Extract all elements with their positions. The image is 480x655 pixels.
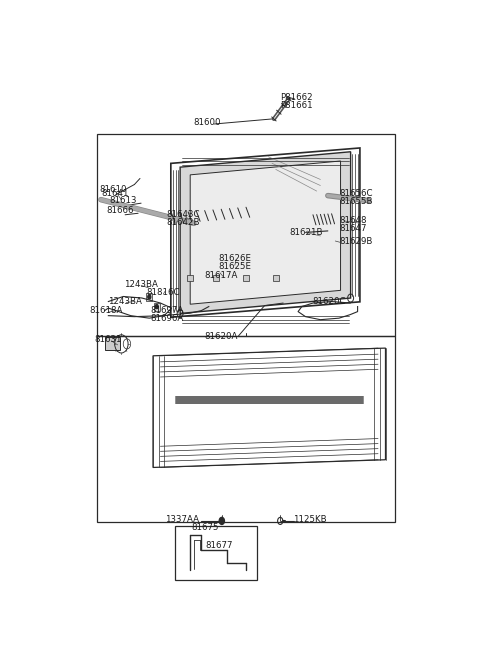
Text: 1337AA: 1337AA bbox=[165, 515, 199, 524]
Text: 81629B: 81629B bbox=[340, 237, 373, 246]
Text: 81675: 81675 bbox=[191, 523, 218, 532]
Text: 1243BA: 1243BA bbox=[108, 297, 142, 306]
Text: 81696A: 81696A bbox=[150, 314, 183, 323]
PathPatch shape bbox=[180, 152, 350, 314]
Text: 81816C: 81816C bbox=[146, 288, 180, 297]
Text: 81620C: 81620C bbox=[312, 297, 346, 306]
Bar bbox=[105, 337, 120, 350]
Circle shape bbox=[148, 295, 151, 299]
Bar bbox=[243, 275, 249, 282]
Text: 81656C: 81656C bbox=[340, 189, 373, 198]
Text: 81625E: 81625E bbox=[219, 262, 252, 271]
Text: 81655B: 81655B bbox=[340, 196, 373, 206]
Text: 81647: 81647 bbox=[340, 225, 367, 233]
Text: 81666: 81666 bbox=[107, 206, 134, 215]
Bar bbox=[273, 275, 279, 282]
Text: 81618A: 81618A bbox=[89, 306, 123, 315]
Text: 81642B: 81642B bbox=[167, 218, 200, 227]
Text: 81620A: 81620A bbox=[204, 332, 238, 341]
Text: 81643C: 81643C bbox=[167, 210, 200, 219]
Text: 81626E: 81626E bbox=[219, 254, 252, 263]
Text: 1125KB: 1125KB bbox=[293, 515, 327, 524]
PathPatch shape bbox=[190, 161, 340, 304]
Bar bbox=[213, 275, 219, 282]
Bar bbox=[187, 275, 193, 282]
Text: 1243BA: 1243BA bbox=[124, 280, 158, 289]
Text: P81661: P81661 bbox=[280, 101, 313, 110]
Circle shape bbox=[155, 305, 158, 309]
Bar bbox=[146, 293, 152, 301]
Bar bbox=[154, 303, 160, 310]
Text: 81600: 81600 bbox=[193, 118, 221, 127]
Text: 81610: 81610 bbox=[99, 185, 127, 194]
Text: 81621B: 81621B bbox=[289, 228, 323, 237]
Text: 81617A: 81617A bbox=[204, 271, 238, 280]
Circle shape bbox=[219, 517, 225, 525]
Text: 81631: 81631 bbox=[95, 335, 122, 345]
Bar bbox=[97, 336, 395, 523]
Bar bbox=[97, 134, 395, 336]
Text: 81697A: 81697A bbox=[150, 306, 183, 315]
Text: 81677: 81677 bbox=[206, 540, 233, 550]
Text: 81648: 81648 bbox=[340, 216, 367, 225]
Bar bbox=[175, 526, 257, 580]
Text: 81641: 81641 bbox=[102, 189, 129, 198]
Text: P81662: P81662 bbox=[280, 93, 313, 102]
Text: 81613: 81613 bbox=[109, 196, 137, 204]
